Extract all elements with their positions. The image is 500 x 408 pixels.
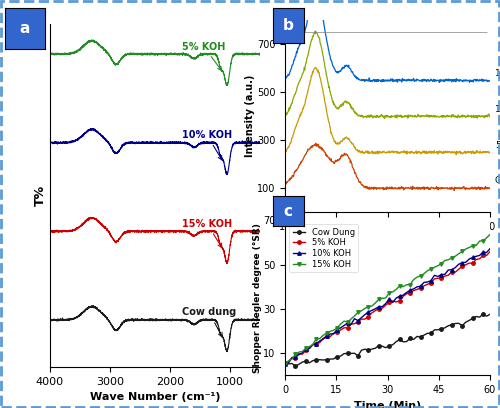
10% KOH: [410, 286, 416, 291]
Cow Dung: [355, 353, 361, 358]
Text: 10% KOH: 10% KOH: [182, 130, 232, 160]
15% KOH: [316, 336, 322, 341]
Line: 15% KOH: 15% KOH: [284, 233, 492, 365]
Line: Cow Dung: Cow Dung: [284, 313, 492, 368]
Y-axis label: Intensity (a.u.): Intensity (a.u.): [246, 75, 256, 157]
10% KOH: [282, 362, 288, 367]
Text: c: c: [284, 204, 292, 219]
15% KOH: [341, 319, 347, 324]
Cow Dung: [414, 334, 420, 339]
15% KOH: [410, 277, 416, 282]
15% KOH: [348, 317, 354, 322]
Text: a: a: [20, 21, 30, 36]
Y-axis label: Shopper Riegler degree (°SR): Shopper Riegler degree (°SR): [252, 223, 262, 373]
10% KOH: [348, 322, 354, 327]
15% KOH: [487, 232, 493, 237]
Cow Dung: [487, 312, 493, 317]
5% KOH: [487, 249, 493, 254]
Text: b: b: [282, 18, 294, 33]
Text: Cow Dung: Cow Dung: [495, 177, 500, 186]
Line: 5% KOH: 5% KOH: [284, 250, 492, 366]
Cow Dung: [292, 364, 298, 368]
10% KOH: [487, 246, 493, 251]
5% KOH: [282, 362, 288, 367]
10% KOH: [341, 323, 347, 328]
5% KOH: [348, 322, 354, 327]
Cow Dung: [344, 351, 350, 356]
Text: Cow dung: Cow dung: [182, 308, 236, 337]
15% KOH: [282, 361, 288, 366]
Cow Dung: [480, 312, 486, 317]
Text: 10%KOH: 10%KOH: [495, 104, 500, 113]
X-axis label: Time (Min): Time (Min): [354, 401, 421, 408]
Legend: Cow Dung, 5% KOH, 10% KOH, 15% KOH: Cow Dung, 5% KOH, 10% KOH, 15% KOH: [289, 224, 358, 272]
5% KOH: [334, 330, 340, 335]
Text: 15% KOH: 15% KOH: [182, 219, 232, 248]
15% KOH: [334, 326, 340, 330]
Y-axis label: T%: T%: [34, 185, 47, 206]
Line: 10% KOH: 10% KOH: [284, 247, 492, 366]
10% KOH: [352, 316, 358, 321]
Cow Dung: [352, 351, 358, 356]
5% KOH: [410, 288, 416, 293]
5% KOH: [316, 340, 322, 345]
10% KOH: [334, 327, 340, 332]
Text: 5%KOH: 5%KOH: [495, 140, 500, 150]
15% KOH: [352, 313, 358, 318]
Text: 15%KOH: 15%KOH: [495, 69, 500, 78]
10% KOH: [316, 339, 322, 344]
X-axis label: 2θ (°): 2θ (°): [370, 237, 405, 248]
Text: 5% KOH: 5% KOH: [182, 42, 226, 71]
5% KOH: [341, 326, 347, 330]
X-axis label: Wave Number (cm⁻¹): Wave Number (cm⁻¹): [90, 392, 220, 402]
Cow Dung: [320, 357, 326, 362]
Cow Dung: [282, 361, 288, 366]
5% KOH: [352, 321, 358, 326]
Cow Dung: [338, 354, 344, 359]
